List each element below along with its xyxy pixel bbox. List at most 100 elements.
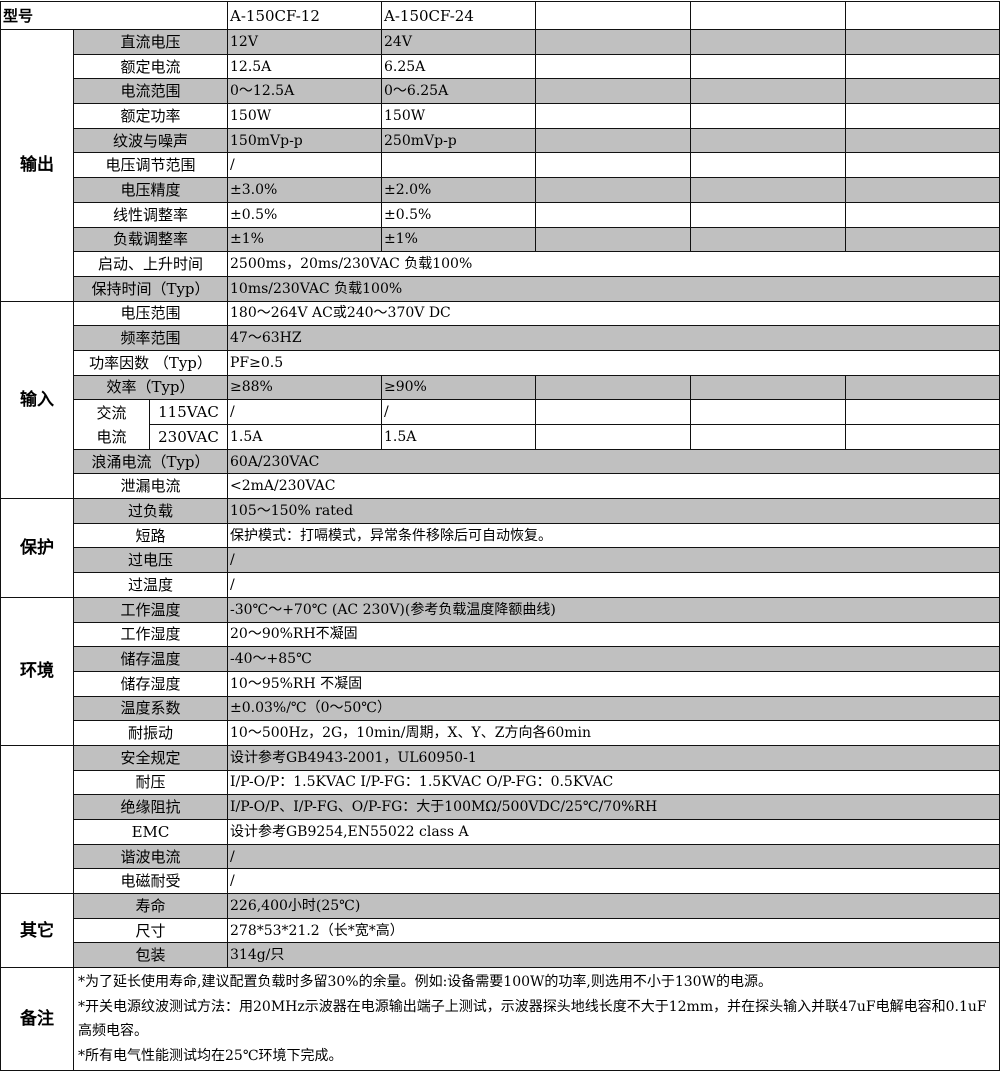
row-label: 耐压	[73, 769, 228, 796]
table-row: 电压精度 ±3.0% ±2.0%	[1, 177, 1000, 203]
table-row: 保护 过负载 105～150% rated	[0, 498, 1000, 598]
value-cell: 设计参考GB9254,EN55022 class A	[227, 819, 1000, 845]
table-row: 电磁耐受 /	[1, 868, 1000, 895]
table-row: 230VAC 1.5A 1.5A	[1, 424, 1000, 450]
table-row: 短路 保护模式：打嗝模式，异常条件移除后可自动恢复。	[1, 522, 1000, 549]
value-cell: I/P-O/P：1.5KVAC I/P-FG：1.5KVAC O/P-FG：0.…	[227, 769, 1000, 796]
value-cell: /	[227, 547, 1000, 574]
value-cell: 10～500Hz，2G，10min/周期，X、Y、Z方向各60min	[227, 720, 1000, 746]
value-cell: I/P-O/P、I/P-FG、O/P-FG：大于100MΩ/500VDC/25℃…	[227, 794, 1000, 820]
value-cell: 12V	[227, 29, 382, 55]
value-cell: PF≥0.5	[227, 349, 1000, 376]
row-label: 工作温度	[73, 596, 228, 623]
empty-cell	[845, 1, 1000, 30]
note-line: *为了延长使用寿命,建议配置负载时多留30%的余量。例如:设备需要100W的功率…	[78, 974, 772, 991]
empty-cell	[535, 103, 691, 129]
value-cell: 150mVp-p	[227, 127, 382, 154]
row-label: 温度系数	[73, 695, 228, 722]
value-cell: ±1%	[381, 226, 536, 253]
notes-content: *为了延长使用寿命,建议配置负载时多留30%的余量。例如:设备需要100W的功率…	[73, 967, 1000, 1072]
row-label-line: 交流	[96, 403, 127, 422]
notes-label: 备注	[0, 967, 74, 1072]
row-label: 泄漏电流	[73, 473, 228, 500]
empty-cell	[690, 78, 846, 105]
table-row: 纹波与噪声 150mVp-p 250mVp-p	[1, 127, 1000, 154]
note-line: *所有电气性能测试均在25℃环境下完成。	[78, 1047, 343, 1064]
value-cell: 150W	[381, 103, 536, 129]
row-label: 包装	[73, 942, 228, 969]
table-row: 谐波电流 /	[1, 843, 1000, 870]
row-label: 尺寸	[73, 917, 228, 944]
table-row: 浪涌电流（Typ） 60A/230VAC	[1, 448, 1000, 475]
value-cell: ±0.03%/℃（0～50℃）	[227, 695, 1000, 722]
empty-cell	[845, 177, 1000, 203]
value-cell: 278*53*21.2（长*宽*高）	[227, 917, 1000, 944]
table-row: 保持时间（Typ） 10ms/230VAC 负载100%	[1, 275, 1000, 302]
empty-cell	[535, 78, 691, 105]
model-name: A-150CF-24	[381, 1, 536, 30]
row-label: 负载调整率	[73, 226, 228, 253]
empty-cell	[535, 177, 691, 203]
value-cell: 250mVp-p	[381, 127, 536, 154]
empty-cell	[381, 152, 536, 179]
table-row: 耐压 I/P-O/P：1.5KVAC I/P-FG：1.5KVAC O/P-FG：…	[1, 769, 1000, 796]
section-label: 其它	[0, 893, 74, 969]
value-cell: 保护模式：打嗝模式，异常条件移除后可自动恢复。	[227, 522, 1000, 549]
empty-cell	[845, 29, 1000, 55]
note-line: *开关电源纹波测试方法：用20MHz示波器在电源输出端子上测试，示波器探头地线长…	[78, 998, 987, 1040]
row-label: 过电压	[73, 547, 228, 574]
row-label: 耐振动	[73, 720, 228, 746]
value-cell: 105～150% rated	[227, 498, 1000, 524]
row-label: 浪涌电流（Typ）	[73, 448, 228, 475]
table-row: 泄漏电流 <2mA/230VAC	[1, 473, 1000, 500]
value-cell: ±2.0%	[381, 177, 536, 203]
empty-cell	[690, 103, 846, 129]
table-row: 输出 直流电压 12V 24V	[0, 29, 1000, 302]
value-cell: ±3.0%	[227, 177, 382, 203]
value-cell: /	[227, 868, 1000, 895]
empty-cell	[845, 152, 1000, 179]
empty-cell	[535, 127, 691, 154]
row-sublabel: 115VAC	[149, 399, 228, 425]
table-row: 储存温度 -40～+85℃	[1, 646, 1000, 672]
row-label: 谐波电流	[73, 843, 228, 870]
table-row: 电压调节范围 /	[1, 152, 1000, 179]
row-label: 短路	[73, 522, 228, 549]
section-label: 保护	[0, 498, 74, 598]
empty-cell	[690, 177, 846, 203]
row-label: 线性调整率	[73, 201, 228, 228]
empty-cell	[845, 226, 1000, 253]
value-cell: /	[227, 152, 382, 179]
value-cell: ±0.5%	[227, 201, 382, 228]
table-row: 包装 314g/只	[1, 942, 1000, 969]
notes-row: 备注 *为了延长使用寿命,建议配置负载时多留30%的余量。例如:设备需要100W的…	[0, 967, 1000, 1072]
value-cell: 47～63HZ	[227, 325, 1000, 351]
table-row: 输入 电压范围 180～264V AC或240～370V DC	[0, 300, 1000, 500]
table-row: 绝缘阻抗 I/P-O/P、I/P-FG、O/P-FG：大于100MΩ/500VDC…	[1, 794, 1000, 820]
value-cell: 0～12.5A	[227, 78, 382, 105]
row-label-group: 交流 电流	[73, 399, 150, 450]
empty-cell	[690, 152, 846, 179]
row-label: 额定电流	[73, 53, 228, 80]
empty-cell	[690, 201, 846, 228]
table-row: EMC 设计参考GB9254,EN55022 class A	[1, 819, 1000, 845]
empty-cell	[690, 374, 846, 401]
section-label: 输入	[0, 300, 74, 500]
value-cell: 20～90%RH不凝固	[227, 621, 1000, 648]
model-label: 型号	[0, 1, 228, 30]
value-cell: ±1%	[227, 226, 382, 253]
row-label: 电压精度	[73, 177, 228, 203]
empty-cell	[690, 226, 846, 253]
table-row: 过温度 /	[1, 572, 1000, 598]
row-label: 储存湿度	[73, 670, 228, 697]
value-cell: /	[227, 572, 1000, 598]
value-cell: 10～95%RH 不凝固	[227, 670, 1000, 697]
value-cell: 6.25A	[381, 53, 536, 80]
row-label: 过负载	[73, 498, 228, 524]
row-label: 电压范围	[73, 300, 228, 327]
row-label: 寿命	[73, 893, 228, 919]
value-cell: 设计参考GB4943-2001，UL60950-1	[227, 744, 1000, 771]
section-label: 环境	[0, 596, 74, 746]
empty-cell	[690, 424, 846, 450]
